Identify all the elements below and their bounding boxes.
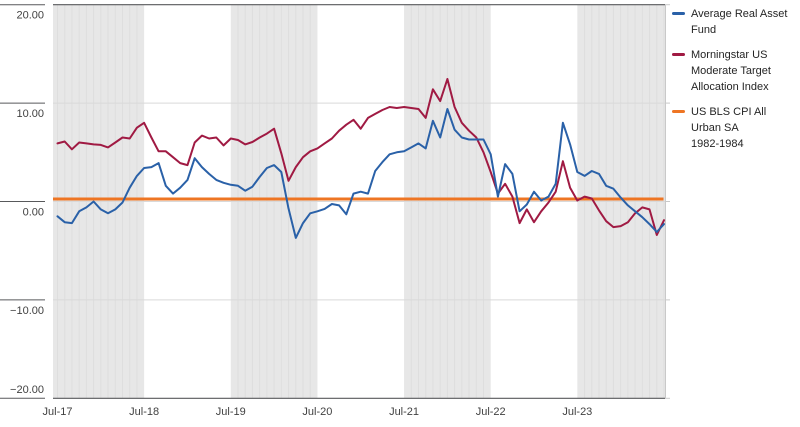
legend-line: Fund [691,24,717,36]
cpi-line-swatch-icon [672,110,685,113]
index-line-swatch-icon [672,53,685,56]
x-axis-label: Jul-20 [302,406,332,418]
y-axis-label: −10.00 [10,305,44,317]
legend-line: Average Real Asset [691,8,788,20]
legend-label: US BLS CPI All Urban SA 1982-1984 [691,104,766,152]
legend-item-cpi: US BLS CPI All Urban SA 1982-1984 [672,104,798,152]
fund-line-swatch-icon [672,12,685,15]
legend-line: Urban SA [691,122,739,134]
y-axis-label: 10.00 [16,108,44,120]
x-axis-label: Jul-22 [476,406,506,418]
chart-legend: Average Real Asset Fund Morningstar US M… [672,6,798,161]
fund-line [56,108,665,239]
legend-label: Morningstar US Moderate Target Allocatio… [691,47,771,95]
y-axis-label: 0.00 [23,207,44,219]
legend-line: Morningstar US [691,49,768,61]
legend-line: Moderate Target [691,65,771,77]
index-line [56,78,665,236]
legend-label: Average Real Asset Fund [691,6,787,38]
x-axis-label: Jul-19 [216,406,246,418]
x-axis-label: Jul-23 [562,406,592,418]
x-axis-label: Jul-21 [389,406,419,418]
legend-line: US BLS CPI All [691,106,767,118]
legend-item-morningstar-index: Morningstar US Moderate Target Allocatio… [672,47,798,95]
y-axis-label: −20.00 [10,384,44,396]
x-axis-label: Jul-17 [43,406,73,418]
x-axis-label: Jul-18 [129,406,159,418]
legend-item-average-real-asset-fund: Average Real Asset Fund [672,6,798,38]
legend-line: 1982-1984 [691,138,744,150]
legend-line: Allocation Index [691,81,769,93]
y-axis-label: 20.00 [16,10,44,22]
